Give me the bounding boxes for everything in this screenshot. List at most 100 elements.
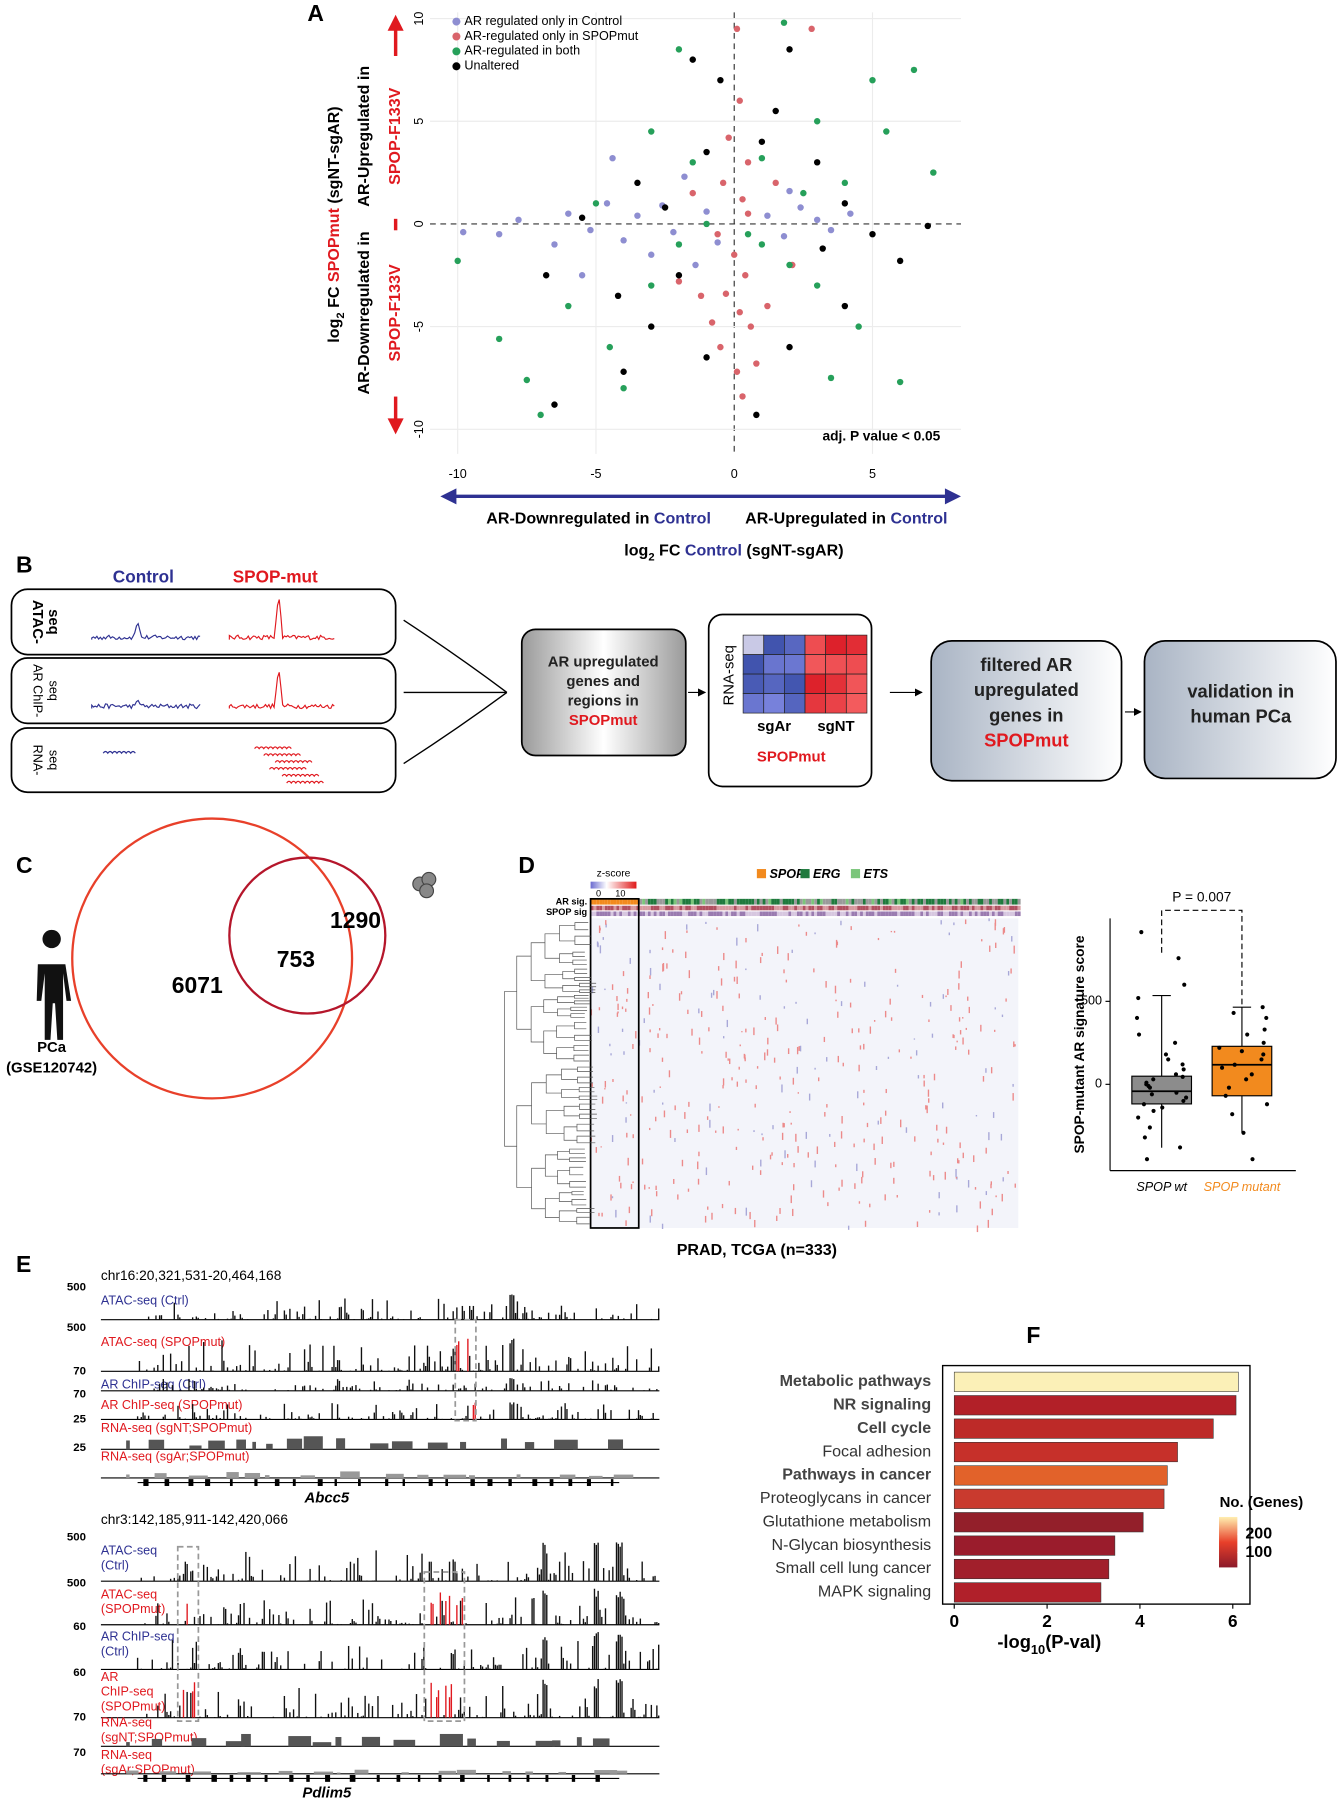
annot-cell: [1003, 898, 1007, 905]
heat-speck: [651, 1209, 653, 1217]
heat-speck: [824, 1112, 826, 1117]
heat-speck: [988, 1132, 990, 1141]
annot-cell: [647, 911, 651, 917]
dendrogram: [516, 1105, 532, 1188]
heat-speck: [837, 1055, 839, 1063]
heat-speck: [761, 952, 763, 956]
point: [1142, 1135, 1147, 1140]
heat-cell: [742, 654, 765, 675]
annot-cell: [874, 898, 878, 905]
coverage: [237, 1772, 261, 1774]
venn-count: 1290: [330, 907, 381, 933]
annot-cell: [1000, 905, 1004, 911]
dendrogram: [572, 959, 587, 965]
annot-cell: [768, 905, 772, 911]
heat-speck: [725, 1051, 727, 1058]
colorbar: [1219, 1516, 1238, 1568]
heat-speck: [814, 1067, 816, 1070]
annot-cell: [983, 898, 987, 905]
track-scale: 500: [67, 1282, 86, 1294]
annot-cell: [733, 898, 737, 905]
heat-speck: [745, 968, 747, 971]
annot-cell: [971, 898, 975, 905]
heat-speck: [835, 939, 838, 948]
coverage: [148, 1439, 165, 1450]
point: [1151, 1077, 1156, 1082]
track-scale: 500: [67, 1322, 86, 1334]
heat-speck: [796, 1046, 799, 1055]
venn-label: (GSE120742): [6, 1061, 97, 1077]
dendrogram: [579, 1103, 596, 1110]
heat-speck: [936, 1124, 938, 1131]
annot-cell: [989, 905, 992, 911]
heat-speck: [1001, 1193, 1003, 1202]
heat-speck: [659, 983, 661, 991]
heat-speck: [647, 991, 649, 999]
assay-label: ATAC-: [29, 600, 45, 644]
exon: [229, 1774, 234, 1782]
annot-cell: [983, 905, 987, 911]
heat-speck: [635, 1031, 637, 1039]
step-text: SPOPmut: [757, 750, 826, 766]
label-part: 2: [335, 312, 347, 318]
coverage: [159, 1771, 177, 1774]
track-label: AR ChIP-seq (Ctrl): [101, 1377, 206, 1391]
exon: [508, 1479, 512, 1486]
annot-cell: [639, 905, 643, 911]
annot-cell: [923, 905, 927, 911]
annot-cell: [1009, 911, 1013, 917]
heat-speck: [686, 1129, 689, 1134]
heat-speck: [661, 947, 664, 951]
annot-cell: [702, 905, 706, 911]
annot-cell: [776, 911, 780, 917]
annot-cell: [1009, 898, 1013, 905]
heat-speck: [616, 1012, 619, 1017]
point: [551, 241, 558, 248]
heat-speck: [672, 949, 674, 953]
annot-cell: [928, 898, 932, 905]
point: [703, 354, 710, 361]
annot-cell: [696, 898, 700, 905]
annot-cell: [883, 898, 886, 905]
gene-label: Abcc5: [303, 1491, 349, 1507]
heat-speck: [894, 968, 897, 973]
point: [1264, 1015, 1269, 1020]
point: [675, 46, 683, 53]
annot-cell: [599, 905, 603, 911]
point: [1173, 1072, 1179, 1077]
annot-cell: [1012, 898, 1015, 905]
annot-cell: [854, 898, 858, 905]
annot-cell: [627, 911, 631, 917]
point: [883, 128, 890, 135]
point: [1136, 995, 1141, 1001]
heat-speck: [649, 949, 651, 954]
heat-speck: [913, 1038, 916, 1040]
label-part: Control: [685, 542, 742, 560]
heat-speck: [698, 1151, 700, 1157]
annot-cell: [934, 911, 938, 917]
point: [495, 335, 503, 343]
heat-speck: [612, 1079, 614, 1082]
heat-speck: [1010, 968, 1012, 974]
heat-cell: [845, 693, 868, 714]
heat-speck: [687, 1009, 689, 1015]
dendrogram: [576, 1208, 595, 1213]
point: [1244, 1077, 1249, 1082]
heat-speck: [661, 1223, 664, 1229]
dendrogram: [557, 996, 575, 1003]
heat-speck: [985, 1191, 988, 1196]
annot-cell: [951, 905, 955, 911]
step-text: sgAr: [757, 719, 791, 735]
exon: [487, 1774, 490, 1782]
annot-cell: [877, 911, 881, 917]
annot-cell: [1012, 911, 1015, 917]
heat-speck: [955, 1046, 957, 1050]
annot-cell: [713, 911, 717, 917]
heat-speck: [697, 1178, 700, 1185]
annot-cell: [937, 911, 941, 917]
point: [515, 216, 522, 224]
dendrogram: [562, 985, 580, 992]
heat-speck: [684, 1112, 686, 1119]
annot-cell: [647, 898, 651, 905]
y-tick-label: 500: [1081, 994, 1102, 1008]
